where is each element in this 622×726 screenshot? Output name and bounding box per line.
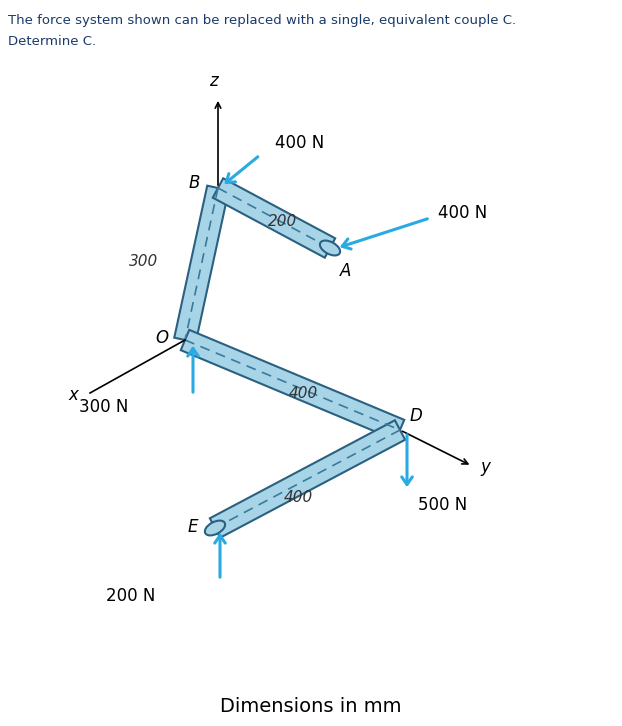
Text: z: z [208,72,217,90]
Text: O: O [155,329,168,347]
Text: 200 N: 200 N [106,587,155,605]
Polygon shape [213,179,335,258]
Text: B: B [188,174,200,192]
Text: 300 N: 300 N [78,398,128,416]
Polygon shape [174,186,229,343]
Text: 400 N: 400 N [275,134,324,152]
Text: Dimensions in mm: Dimensions in mm [220,696,402,716]
Polygon shape [210,420,405,538]
Text: D: D [410,407,423,425]
Text: 200: 200 [268,214,297,229]
Text: E: E [187,518,198,536]
Text: 400: 400 [289,386,318,401]
Text: x: x [68,386,78,404]
Polygon shape [181,330,404,440]
Text: y: y [480,458,490,476]
Text: Determine C.: Determine C. [8,35,96,48]
Text: 500 N: 500 N [418,496,467,514]
Ellipse shape [320,240,340,256]
Text: 300: 300 [129,255,158,269]
Text: The force system shown can be replaced with a single, equivalent couple C.: The force system shown can be replaced w… [8,14,516,27]
Ellipse shape [205,521,225,535]
Text: A: A [340,262,351,280]
Text: 400 N: 400 N [438,204,487,222]
Text: 400: 400 [284,491,313,505]
